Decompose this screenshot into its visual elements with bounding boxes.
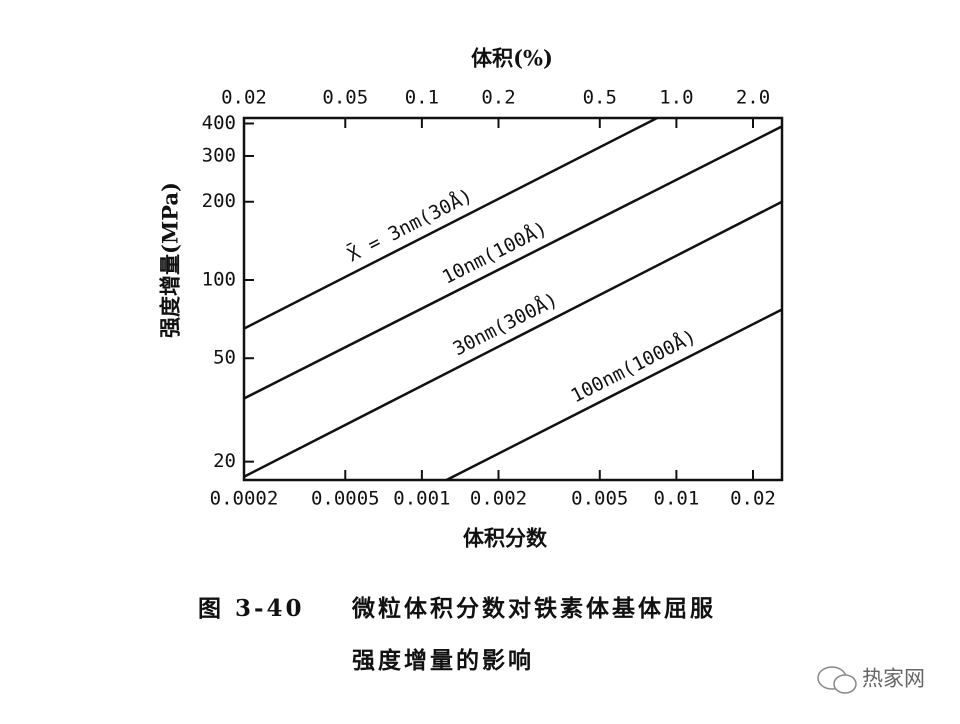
x-axis-title: 体积分数 (463, 526, 548, 551)
x-tick-label: 0.02 (730, 488, 776, 510)
x2-axis-title: 体积(%) (471, 46, 553, 71)
x2-tick-label: 0.02 (221, 87, 267, 109)
x2-tick-label: 0.2 (481, 87, 515, 109)
x2-tick-label: 0.1 (405, 87, 439, 109)
x-tick-label: 0.005 (571, 488, 628, 510)
watermark: 热家网 (862, 667, 925, 691)
y-tick-label: 200 (202, 190, 236, 212)
figure-number: 图 3-40 (198, 595, 305, 622)
data-line (243, 200, 783, 478)
data-line (243, 125, 783, 400)
line-label: 100nm(1000Å) (567, 325, 700, 408)
x2-tick-label: 0.5 (583, 87, 617, 109)
caption-line: 强度增量的影响 (352, 647, 534, 674)
x2-tick-label: 1.0 (659, 87, 693, 109)
caption-line: 微粒体积分数对铁素体基体屈服 (351, 595, 716, 622)
plot-frame (242, 116, 784, 482)
y-axis-title: 强度增量(MPa) (158, 182, 183, 338)
y-tick-label: 50 (213, 347, 236, 369)
data-line (243, 116, 658, 330)
x-tick-label: 0.002 (470, 488, 527, 510)
line-label: X̄ = 3nm(30Å) (343, 182, 476, 266)
y-tick-label: 300 (202, 144, 236, 166)
x-tick-label: 0.001 (393, 488, 450, 510)
x-tick-label: 0.01 (654, 488, 700, 510)
y-tick-label: 100 (202, 268, 236, 290)
x2-tick-label: 0.05 (322, 87, 368, 109)
x2-tick-label: 2.0 (736, 87, 770, 109)
x-tick-label: 0.0005 (311, 488, 380, 510)
y-tick-label: 20 (213, 450, 236, 472)
y-tick-label: 400 (202, 112, 236, 134)
watermark-icon (817, 666, 857, 694)
data-line (445, 308, 783, 482)
x-tick-label: 0.0002 (210, 488, 279, 510)
